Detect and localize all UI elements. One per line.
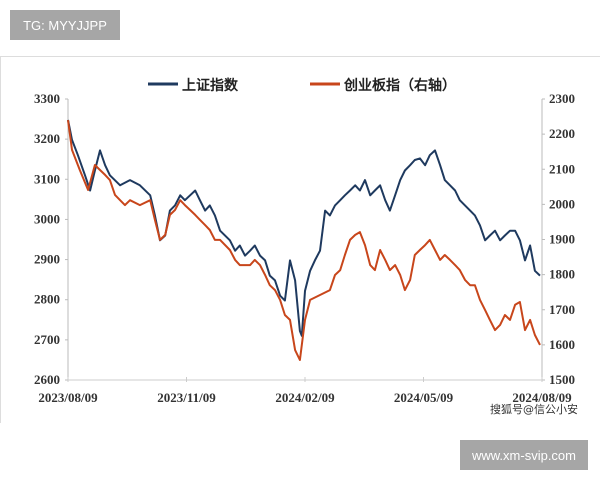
legend-label-chinext: 创业板指（右轴） [343, 77, 456, 94]
right-tick-label: 2100 [549, 161, 575, 176]
source-note: 搜狐号@信公小安 [490, 402, 578, 416]
x-tick-label: 2023/11/09 [157, 390, 216, 405]
left-tick-label: 3000 [34, 211, 60, 226]
watermark-bottom: www.xm-svip.com [460, 440, 588, 470]
right-tick-label: 1500 [549, 372, 575, 387]
legend-label-sse: 上证指数 [182, 77, 239, 94]
watermark-top: TG: MYYJJPP [10, 10, 120, 40]
left-tick-label: 2600 [34, 372, 60, 387]
series-line-chinext [67, 119, 541, 361]
x-tick-label: 2024/05/09 [394, 390, 454, 405]
left-tick-label: 3200 [34, 131, 60, 146]
chart-frame [0, 56, 600, 423]
x-tick-label: 2024/08/09 [512, 390, 572, 405]
left-tick-label: 3300 [34, 91, 60, 106]
left-tick-label: 3100 [34, 171, 60, 186]
right-tick-label: 1600 [549, 337, 575, 352]
series-line-sse [67, 119, 541, 337]
x-tick-label: 2023/08/09 [38, 390, 98, 405]
left-tick-label: 2800 [34, 292, 60, 307]
right-tick-label: 1900 [549, 232, 575, 247]
legend: 上证指数 创业板指（右轴） [148, 77, 456, 94]
right-tick-label: 1700 [549, 302, 575, 317]
right-tick-label: 2300 [549, 91, 575, 106]
right-tick-label: 2000 [549, 196, 575, 211]
right-tick-label: 1800 [549, 267, 575, 282]
left-tick-label: 2700 [34, 332, 60, 347]
left-tick-label: 2900 [34, 252, 60, 267]
right-tick-label: 2200 [549, 126, 575, 141]
x-tick-label: 2024/02/09 [275, 390, 335, 405]
